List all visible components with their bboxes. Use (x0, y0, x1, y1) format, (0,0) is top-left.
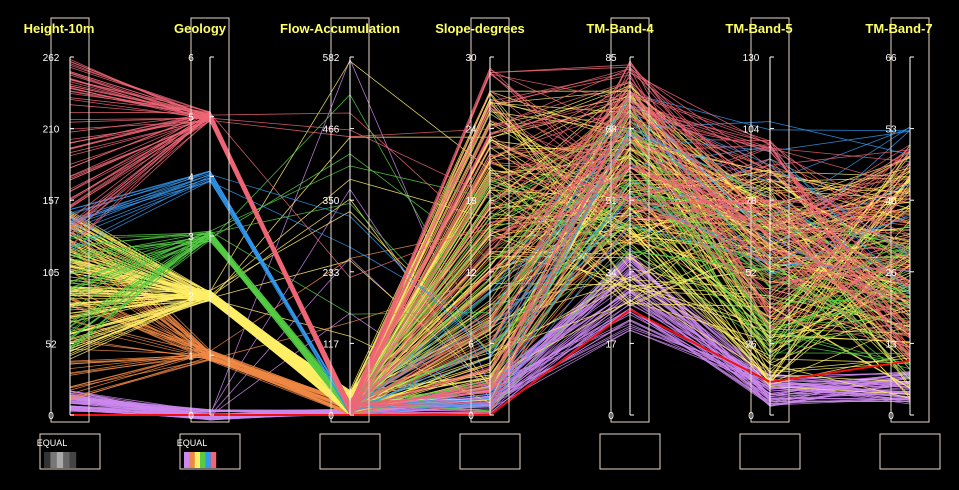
axis-title: Slope-degrees (435, 21, 525, 36)
tick-label: 78 (745, 196, 757, 207)
scale-button-label: EQUAL (37, 438, 68, 448)
tick-label: 1 (188, 351, 194, 362)
legend-swatch (194, 452, 201, 468)
axis-frame (50, 17, 90, 423)
scale-button[interactable] (459, 433, 521, 470)
tick-label: 66 (885, 53, 897, 64)
tick-label: 0 (888, 411, 894, 422)
legend-swatch (44, 452, 51, 468)
tick-label: 53 (885, 125, 897, 136)
axis-frame (750, 17, 790, 423)
axis-tm-band-4[interactable]: TM-Band-4 0 17 34 51 68 85 (586, 17, 661, 470)
tick-label: 26 (885, 268, 897, 279)
legend-swatch (200, 452, 206, 468)
axis-title: TM-Band-7 (865, 21, 932, 36)
scale-button[interactable] (599, 433, 661, 470)
legend-swatch (210, 452, 217, 468)
tick-label: 0 (48, 411, 54, 422)
axis-title: TM-Band-5 (725, 21, 792, 36)
tick-label: 0 (468, 411, 474, 422)
axis-frame (190, 17, 230, 423)
tick-label: 104 (743, 125, 760, 136)
legend-swatch (189, 452, 195, 468)
tick-label: 262 (43, 53, 60, 64)
tick-label: 6 (188, 53, 194, 64)
axis-flow-accumulation[interactable]: Flow-Accumulation 0 117 233 350 466 582 (280, 17, 400, 470)
scale-button-label: EQUAL (177, 438, 208, 448)
legend-swatch (50, 452, 57, 468)
tick-label: 0 (748, 411, 754, 422)
tick-label: 17 (605, 339, 617, 350)
scale-button[interactable] (739, 433, 801, 470)
axis-tm-band-5[interactable]: TM-Band-5 0 26 52 78 104 130 (725, 17, 801, 470)
tick-label: 24 (465, 125, 477, 136)
tick-label: 52 (745, 268, 757, 279)
tick-label: 105 (43, 268, 60, 279)
tick-label: 2 (188, 292, 194, 303)
tick-label: 210 (43, 125, 60, 136)
legend-swatch (56, 452, 64, 468)
tick-label: 26 (745, 339, 757, 350)
axis-title: Flow-Accumulation (280, 21, 400, 36)
tick-label: 157 (43, 196, 60, 207)
tick-label: 18 (465, 196, 477, 207)
tick-label: 0 (188, 411, 194, 422)
scale-button[interactable] (879, 433, 941, 470)
legend-swatch (184, 452, 190, 468)
tick-label: 466 (323, 125, 340, 136)
tick-label: 52 (45, 339, 57, 350)
legend-swatch (205, 452, 211, 468)
scale-button[interactable] (39, 433, 101, 470)
axis-slope-degrees[interactable]: Slope-degrees 0 6 12 18 24 30 (435, 17, 525, 470)
tick-label: 51 (605, 196, 617, 207)
axis-height-10m[interactable]: Height-10m 0 52 105 157 210 262 EQUAL (24, 17, 101, 470)
tick-label: 233 (323, 268, 340, 279)
tick-label: 0 (328, 411, 334, 422)
legend-swatch (63, 452, 70, 468)
axis-tm-band-7[interactable]: TM-Band-7 0 13 26 40 53 66 (865, 17, 941, 470)
tick-label: 68 (605, 125, 617, 136)
tick-label: 117 (323, 339, 339, 350)
axis-frame (470, 17, 510, 423)
axis-geology[interactable]: Geology 0 1 2 3 4 5 6 EQUAL (174, 17, 241, 470)
tick-label: 130 (743, 53, 760, 64)
axes-layer: Height-10m052105157210262EQUALGeology012… (24, 17, 941, 470)
tick-label: 5 (188, 113, 194, 124)
tick-label: 40 (885, 196, 897, 207)
tick-label: 582 (323, 53, 340, 64)
scale-button[interactable] (319, 433, 381, 470)
tick-label: 85 (605, 53, 617, 64)
scale-button[interactable] (179, 433, 241, 470)
tick-label: 4 (188, 172, 194, 183)
axis-frame (330, 17, 370, 423)
tick-label: 12 (465, 268, 477, 279)
tick-label: 13 (885, 339, 897, 350)
tick-label: 0 (608, 411, 614, 422)
legend-swatch (69, 452, 77, 468)
axis-title: Geology (174, 21, 227, 36)
axis-title: TM-Band-4 (586, 21, 654, 36)
tick-label: 30 (465, 53, 477, 64)
tick-label: 6 (468, 339, 474, 350)
axis-frame (610, 17, 650, 423)
tick-label: 3 (188, 232, 194, 243)
tick-label: 350 (323, 196, 340, 207)
tick-label: 34 (605, 268, 617, 279)
axis-title: Height-10m (24, 21, 95, 36)
axis-frame (890, 17, 930, 423)
